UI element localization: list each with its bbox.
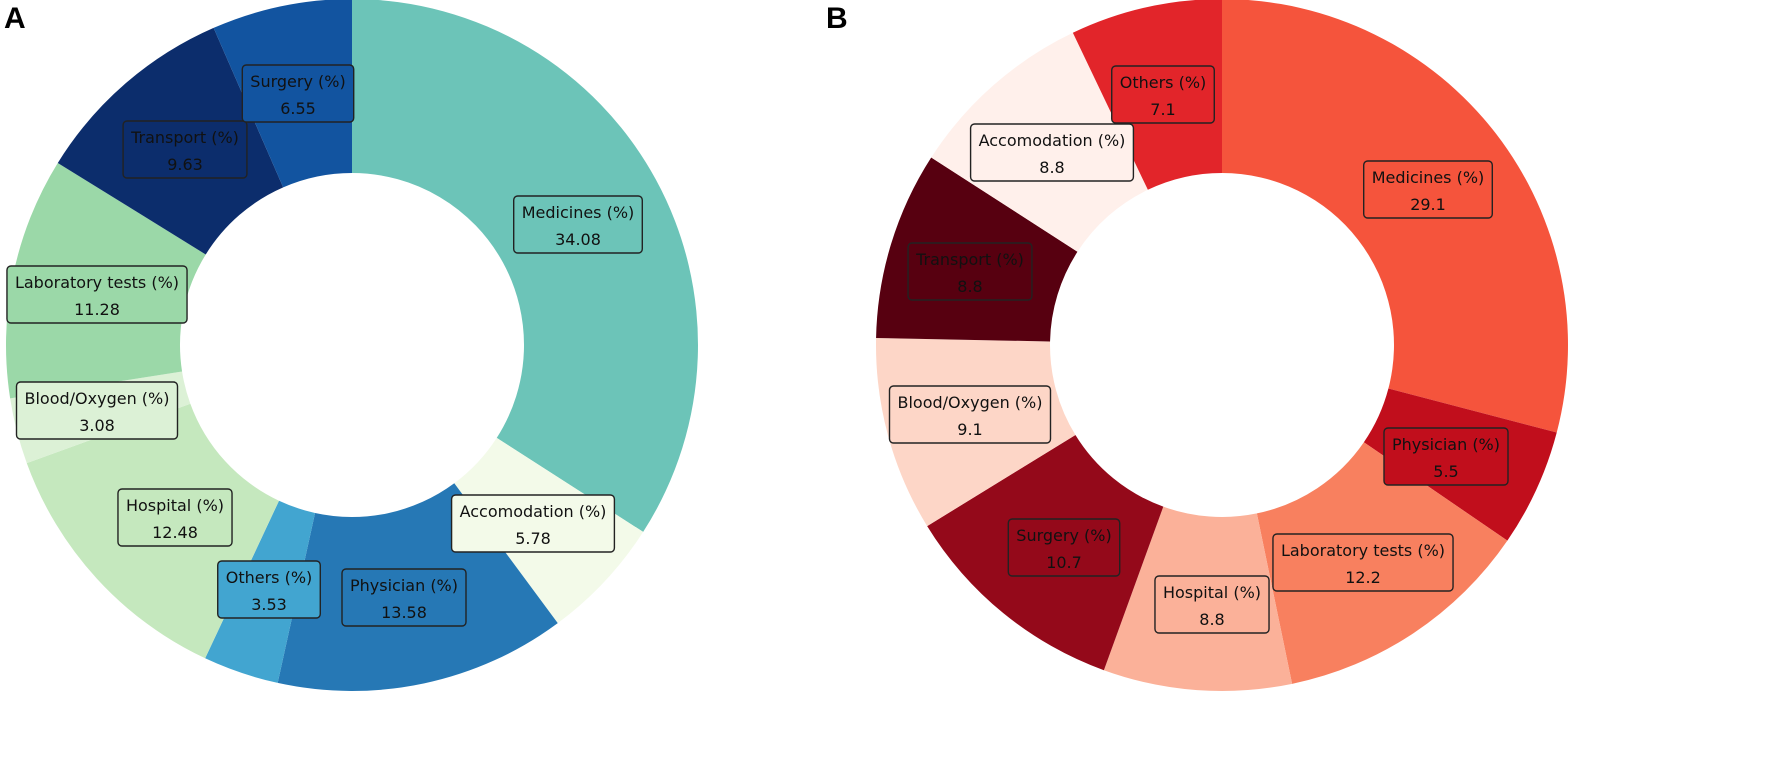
slice-label: Transport (%) 8.8 xyxy=(907,242,1033,301)
slice-label-box xyxy=(1007,518,1121,577)
slice-label-box xyxy=(15,381,179,440)
slice-label: Surgery (%) 6.55 xyxy=(241,64,355,123)
slice-category-label: Laboratory tests (%) xyxy=(15,273,179,292)
panel-label-b: B xyxy=(826,2,848,35)
slice-category-label: Laboratory tests (%) xyxy=(1281,541,1445,560)
slice-label: Surgery (%) 10.7 xyxy=(1007,518,1121,577)
slice-value-label: 12.48 xyxy=(152,523,198,542)
slice-category-label: Surgery (%) xyxy=(250,72,345,91)
slice-category-label: Accomodation (%) xyxy=(979,131,1126,150)
slice-label-box xyxy=(450,494,616,553)
donut-chart-b: Medicines (%) 29.1 Physician (%) 5.5 Laborat… xyxy=(875,0,1568,692)
slice-value-label: 10.7 xyxy=(1046,553,1082,572)
slice-label: Blood/Oxygen (%) 3.08 xyxy=(15,381,179,440)
slice-label: Medicines (%) 34.08 xyxy=(513,195,643,254)
slice-label-box xyxy=(1383,427,1509,486)
slice-label-box xyxy=(1272,533,1454,592)
slice-value-label: 5.5 xyxy=(1433,462,1458,481)
slice-label: Transport (%) 9.63 xyxy=(122,120,248,179)
slice-value-label: 9.1 xyxy=(957,420,982,439)
donut-chart-a: Medicines (%) 34.08 Accomodation (%) 5.78 Ph… xyxy=(5,0,698,691)
slice-category-label: Others (%) xyxy=(1120,73,1207,92)
slice-category-label: Transport (%) xyxy=(915,250,1024,269)
slice-label-box xyxy=(969,123,1135,182)
slice-category-label: Surgery (%) xyxy=(1016,526,1111,545)
slice-label-box xyxy=(513,195,643,254)
slice-label-box xyxy=(341,568,467,627)
slice-label-box xyxy=(1362,160,1493,219)
panel-label-a: A xyxy=(4,2,26,35)
slice-category-label: Physician (%) xyxy=(1392,435,1500,454)
slice-value-label: 11.28 xyxy=(74,300,120,319)
slice-label: Blood/Oxygen (%) 9.1 xyxy=(888,385,1052,444)
slice-value-label: 8.8 xyxy=(957,277,982,296)
slice-value-label: 8.8 xyxy=(1199,610,1224,629)
slice-category-label: Blood/Oxygen (%) xyxy=(898,393,1043,412)
slice-category-label: Hospital (%) xyxy=(126,496,224,515)
slice-value-label: 34.08 xyxy=(555,230,601,249)
slice-label-box xyxy=(122,120,248,179)
slice-label: Medicines (%) 29.1 xyxy=(1362,160,1493,219)
slice-value-label: 8.8 xyxy=(1039,158,1064,177)
slice-label: Laboratory tests (%) 11.28 xyxy=(6,265,188,324)
slice-value-label: 3.53 xyxy=(251,595,287,614)
slice-value-label: 7.1 xyxy=(1150,100,1175,119)
slice-category-label: Transport (%) xyxy=(130,128,239,147)
slice-label-box xyxy=(888,385,1052,444)
slice-label-box xyxy=(907,242,1033,301)
slice-label: Accomodation (%) 5.78 xyxy=(450,494,616,553)
slice-category-label: Medicines (%) xyxy=(1372,168,1485,187)
slice-value-label: 12.2 xyxy=(1345,568,1381,587)
slice-value-label: 13.58 xyxy=(381,603,427,622)
slice-label-box xyxy=(6,265,188,324)
slice-category-label: Others (%) xyxy=(226,568,313,587)
slice-label: Accomodation (%) 8.8 xyxy=(969,123,1135,182)
donut-labels: Medicines (%) 29.1 Physician (%) 5.5 Laborat… xyxy=(888,65,1509,634)
slice-category-label: Medicines (%) xyxy=(522,203,635,222)
slice-value-label: 3.08 xyxy=(79,416,115,435)
slice-category-label: Blood/Oxygen (%) xyxy=(25,389,170,408)
slice-category-label: Accomodation (%) xyxy=(460,502,607,521)
slice-label: Laboratory tests (%) 12.2 xyxy=(1272,533,1454,592)
slice-label-box xyxy=(1111,65,1215,124)
slice-category-label: Hospital (%) xyxy=(1163,583,1261,602)
slice-label: Physician (%) 13.58 xyxy=(341,568,467,627)
slice-value-label: 29.1 xyxy=(1410,195,1446,214)
slice-label: Others (%) 7.1 xyxy=(1111,65,1215,124)
slice-label-box xyxy=(1154,575,1270,634)
slice-label-box xyxy=(241,64,355,123)
slice-value-label: 6.55 xyxy=(280,99,316,118)
donut-labels: Medicines (%) 34.08 Accomodation (%) 5.78 Ph… xyxy=(6,64,643,627)
donut-slice xyxy=(352,0,698,532)
slice-category-label: Physician (%) xyxy=(350,576,458,595)
slice-value-label: 9.63 xyxy=(167,155,203,174)
slice-label-box xyxy=(217,560,321,619)
slice-label: Others (%) 3.53 xyxy=(217,560,321,619)
slice-label: Hospital (%) 12.48 xyxy=(117,488,233,547)
slice-label: Physician (%) 5.5 xyxy=(1383,427,1509,486)
slice-label-box xyxy=(117,488,233,547)
slice-label: Hospital (%) 8.8 xyxy=(1154,575,1270,634)
slice-value-label: 5.78 xyxy=(515,529,551,548)
